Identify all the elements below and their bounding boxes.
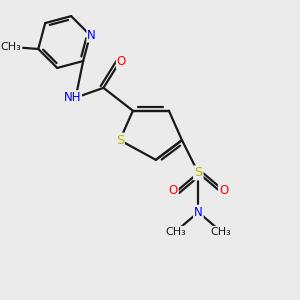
Text: N: N bbox=[194, 206, 203, 219]
Text: O: O bbox=[117, 55, 126, 68]
Text: S: S bbox=[194, 167, 202, 179]
Text: CH₃: CH₃ bbox=[211, 227, 232, 237]
Text: N: N bbox=[87, 28, 96, 42]
Text: CH₃: CH₃ bbox=[1, 42, 22, 52]
Text: O: O bbox=[219, 184, 228, 197]
Text: NH: NH bbox=[64, 91, 81, 104]
Text: CH₃: CH₃ bbox=[165, 227, 186, 237]
Text: O: O bbox=[169, 184, 178, 197]
Text: S: S bbox=[116, 134, 124, 147]
